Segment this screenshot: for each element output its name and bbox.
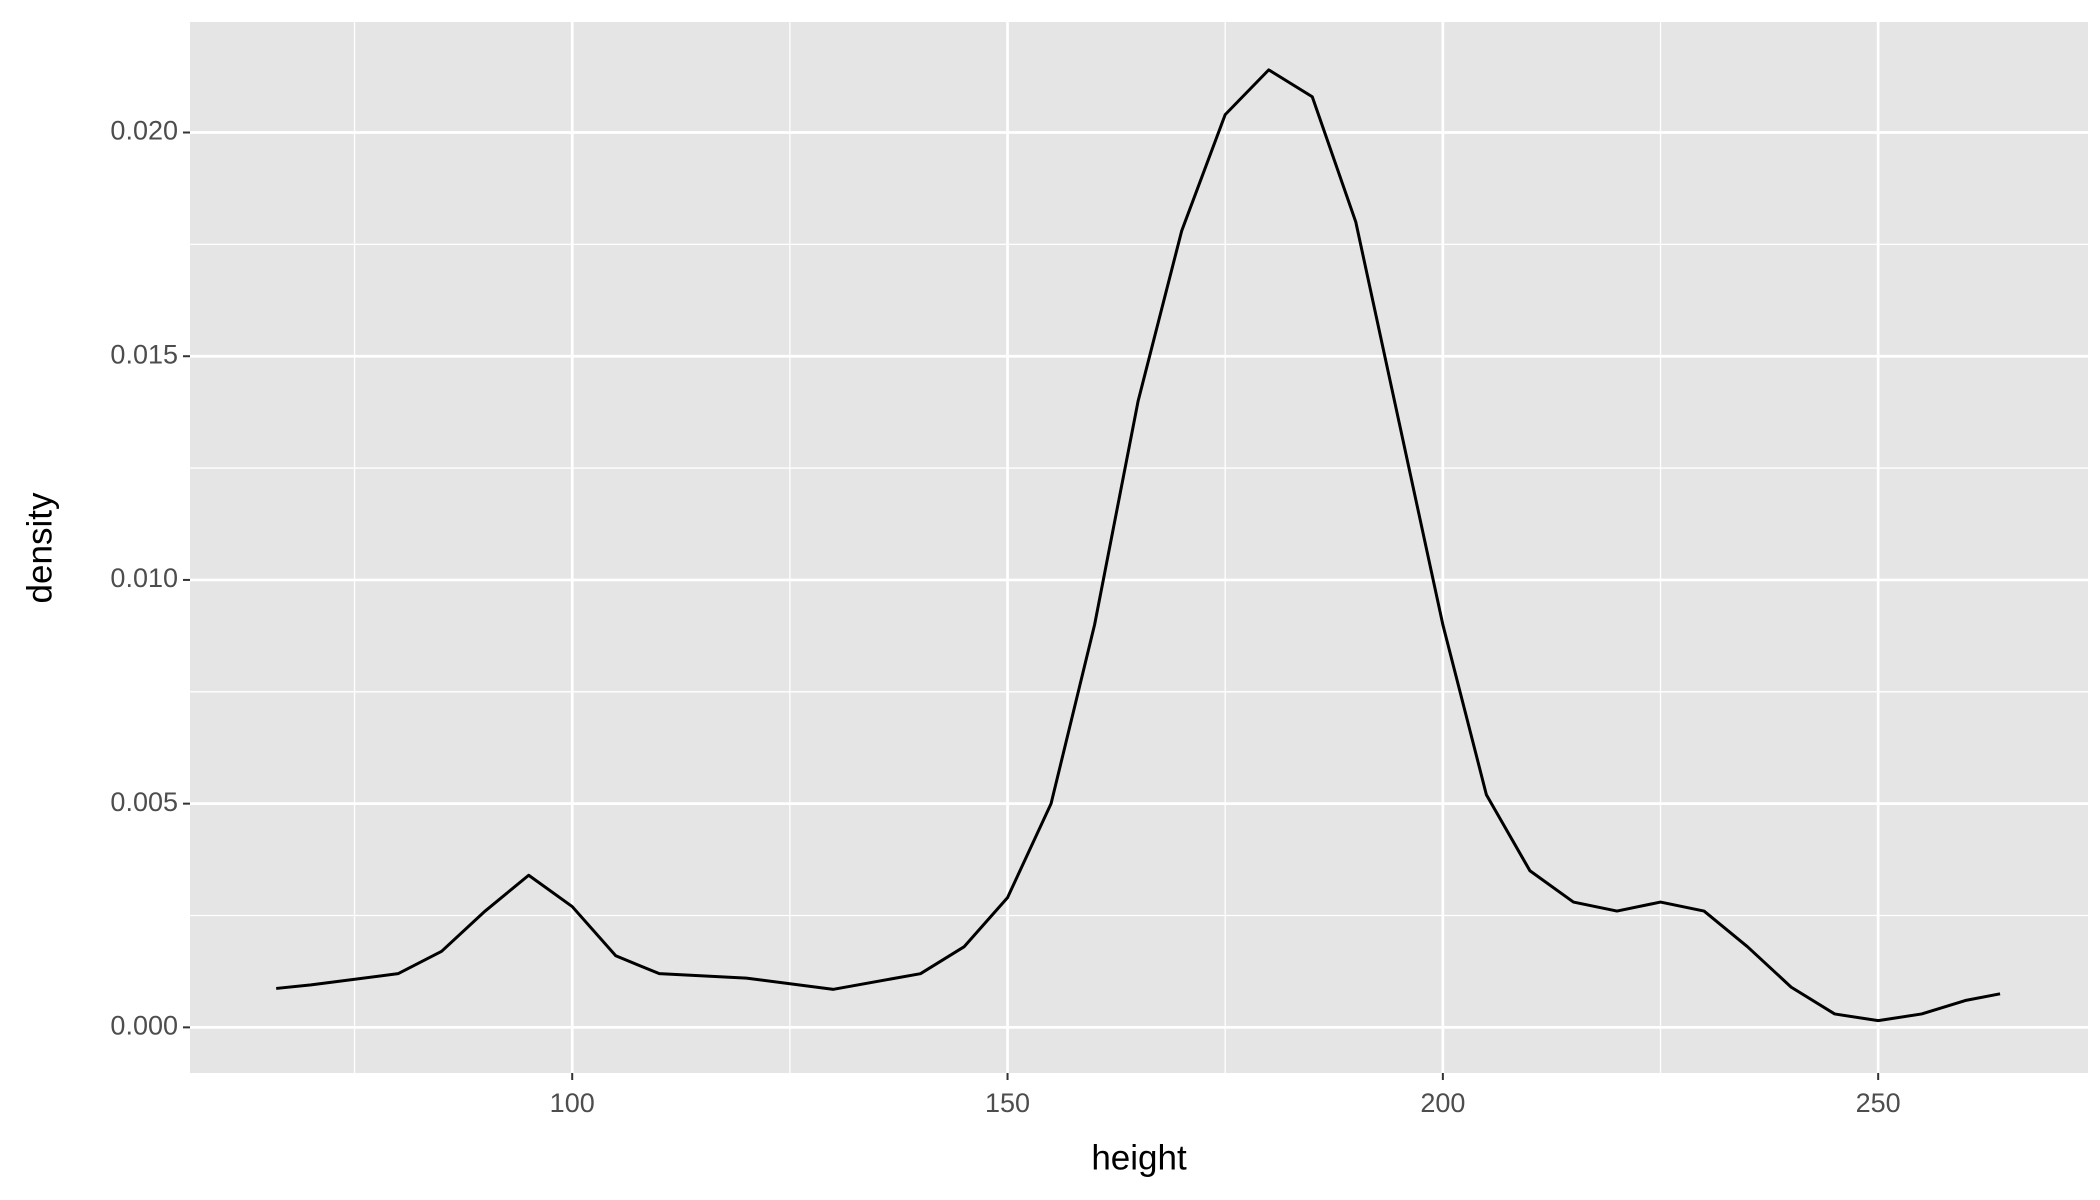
y-axis-title: density bbox=[20, 492, 59, 603]
y-tick-label: 0.010 bbox=[110, 563, 178, 593]
x-tick-label: 150 bbox=[985, 1088, 1030, 1118]
density-line bbox=[276, 68, 2001, 1023]
y-tick-label: 0.000 bbox=[110, 1010, 178, 1040]
x-tick-label: 250 bbox=[1856, 1088, 1901, 1118]
x-tick-label: 200 bbox=[1420, 1088, 1465, 1118]
y-tick-label: 0.005 bbox=[110, 787, 178, 817]
x-axis-title: height bbox=[1091, 1138, 1187, 1177]
y-tick-label: 0.015 bbox=[110, 339, 178, 369]
x-tick-label: 100 bbox=[550, 1088, 595, 1118]
panel bbox=[190, 22, 2088, 1073]
y-tick-label: 0.020 bbox=[110, 116, 178, 146]
